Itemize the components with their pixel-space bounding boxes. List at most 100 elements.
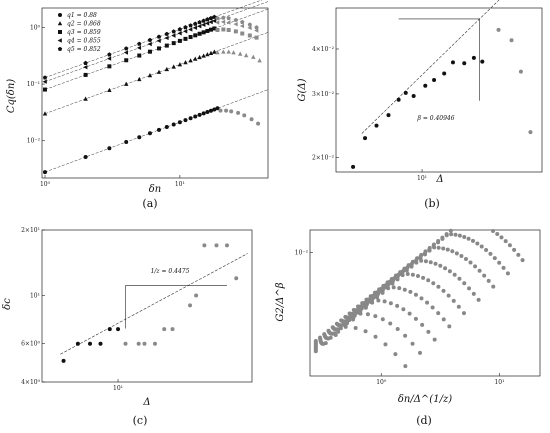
panel-c-point-gray	[162, 327, 167, 332]
panel-d-point	[441, 288, 446, 293]
panel-a-legend-label: q4 = 0.855	[67, 38, 101, 45]
panel-b-point	[442, 71, 447, 76]
panel-d-frame	[309, 229, 541, 377]
panel-c-plot: 10¹ 4×10⁰ 6×10⁰ 10¹ 2×10¹	[21, 227, 248, 392]
panel-a-point	[171, 64, 176, 69]
panel-d-point	[443, 266, 448, 271]
panel-b-point-gray	[496, 27, 501, 32]
panel-a-point	[83, 64, 88, 70]
panel-a-point	[177, 31, 182, 36]
panel-a-point	[107, 87, 112, 93]
panel-a-point-gray	[242, 113, 247, 118]
panel-d-point	[425, 300, 430, 305]
panel-a-ytick-label: 10⁻¹	[27, 81, 40, 88]
panel-a-legend-label: q5 = 0.852	[67, 46, 101, 53]
panel-a-point	[164, 31, 170, 36]
panel-a-point	[215, 106, 220, 111]
panel-d-point	[507, 243, 512, 248]
panel-d-point	[468, 260, 473, 265]
panel-a-point	[197, 23, 202, 29]
panel-c-ylabel: δc	[2, 298, 13, 310]
panel-a-point	[201, 53, 206, 58]
panel-d-point	[373, 314, 378, 319]
panel-a-point-gray	[236, 110, 241, 115]
panel-a-fit-line-1	[44, 89, 269, 173]
panel-a-point-gray	[229, 109, 234, 114]
panel-d-point	[457, 233, 462, 238]
panel-d-point	[499, 235, 504, 240]
panel-d-point	[463, 256, 468, 261]
panel-c-point	[98, 341, 103, 346]
panel-b-point	[411, 94, 416, 99]
panel-d-point	[383, 342, 388, 347]
panel-d-point	[462, 281, 467, 286]
panel-a-point	[156, 38, 161, 43]
panel-d-point	[313, 339, 318, 344]
panel-a-point	[136, 45, 142, 51]
panel-b-point	[480, 59, 485, 64]
panel-a-point	[205, 21, 210, 26]
panel-b-point	[462, 61, 467, 66]
panel-a-point	[83, 72, 88, 77]
panel-a-point-gray	[215, 50, 220, 55]
panel-d-point	[444, 232, 449, 237]
panel-c-point-gray	[142, 341, 147, 346]
panel-a-legend-label: q1 = 0.88	[67, 12, 97, 19]
panel-a-point	[123, 50, 129, 55]
panel-d-point	[388, 301, 393, 306]
panel-d-point	[491, 284, 496, 289]
panel-a-point	[164, 43, 169, 48]
panel-d-point	[440, 235, 445, 240]
panel-c-ytick-label: 2×10¹	[21, 227, 40, 234]
panel-c-fit-line	[60, 253, 248, 355]
panel-d-point	[413, 292, 418, 297]
panel-b-point	[374, 123, 379, 128]
panel-a-point	[171, 29, 176, 34]
panel-d-point	[454, 251, 459, 256]
panel-d-point	[471, 291, 476, 296]
panel-a-point	[193, 33, 198, 38]
panel-a-point	[137, 76, 142, 82]
panel-a-point	[171, 122, 176, 127]
panel-a-point-gray	[247, 25, 252, 31]
panel-a-point	[205, 28, 210, 33]
panel-d-point	[512, 247, 517, 252]
panel-a-fit-line-3	[44, 8, 269, 90]
panel-a-point	[137, 41, 142, 46]
panel-d-point	[381, 283, 386, 288]
panel-d-point	[491, 228, 496, 233]
panel-a-point	[212, 107, 217, 112]
panel-c-point-gray	[214, 243, 219, 248]
panel-a-point	[183, 36, 188, 41]
panel-d-point	[395, 327, 400, 332]
panel-a-point-gray	[220, 19, 226, 25]
panel-d-point	[377, 287, 382, 292]
panel-a-point	[208, 50, 214, 55]
panel-c-point-gray	[123, 341, 128, 346]
panel-d-point	[403, 364, 408, 369]
panel-d-point	[482, 273, 487, 278]
panel-label-a: (a)	[142, 197, 157, 210]
panel-a-point-gray	[215, 27, 220, 32]
panel-d-point	[343, 314, 348, 319]
panel-a-point-gray	[226, 15, 231, 21]
panel-d-point	[368, 294, 373, 299]
panel-a-point	[147, 41, 152, 47]
panel-a-point	[208, 19, 213, 25]
panel-a-point	[156, 46, 161, 51]
panel-d-point	[484, 247, 489, 252]
panel-a-point	[156, 34, 162, 39]
panel-a-point	[208, 15, 214, 21]
panel-a-point	[212, 49, 217, 54]
panel-a-point-gray	[233, 29, 238, 34]
panel-label-c: (c)	[133, 414, 148, 427]
panel-d-point	[389, 276, 394, 281]
panel-a-point	[197, 112, 202, 117]
panel-d-point	[479, 244, 484, 249]
panel-d-point	[473, 264, 478, 269]
panel-a-point	[137, 53, 142, 58]
panel-d-point	[459, 253, 464, 258]
panel-a-point	[43, 87, 48, 92]
panel-d-point	[438, 263, 443, 268]
